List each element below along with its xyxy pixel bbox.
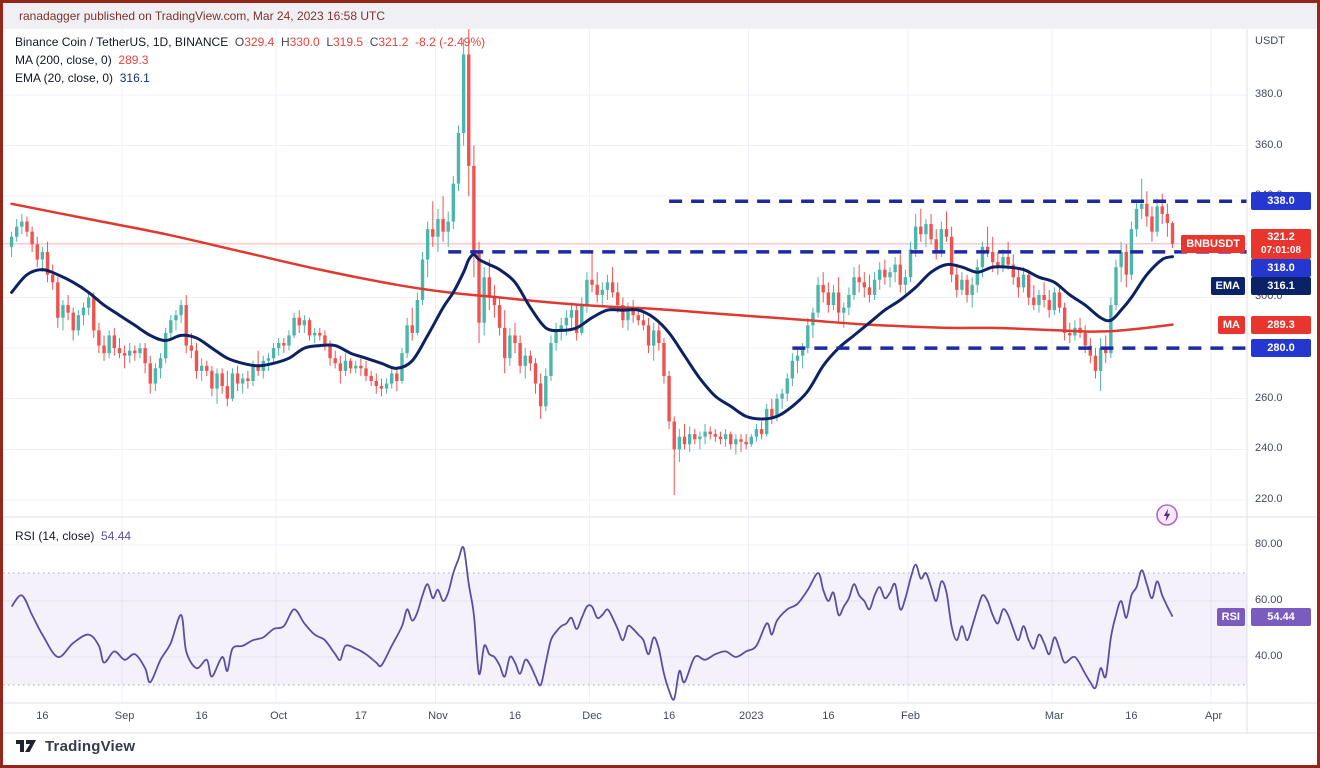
last-price-tag: 321.2 07:01:08 (1251, 228, 1311, 259)
attribution-text: ranadagger published on TradingView.com,… (19, 9, 386, 23)
level-318-tag: 318.0 (1251, 258, 1311, 277)
ma-name-tag: MA (1217, 315, 1245, 334)
time-label-Oct: Oct (270, 710, 288, 722)
time-label-Feb: Feb (901, 710, 920, 722)
ema-name-tag: EMA (1210, 276, 1245, 295)
time-label-Apr: Apr (1205, 710, 1223, 722)
legend: Binance Coin / TetherUS, 1D, BINANCE O32… (15, 34, 485, 88)
time-label-16: 16 (195, 710, 208, 722)
bar-countdown: 07:01:08 (1260, 244, 1302, 256)
ohlc-close-value: 321.2 (378, 35, 409, 49)
ohlc-close-label: C (369, 35, 379, 49)
rsi-legend: RSI (14, close) 54.44 (15, 529, 131, 543)
rsi-line (10, 546, 1174, 701)
rsi-band (3, 572, 1247, 686)
time-label-Dec: Dec (582, 710, 602, 722)
legend-symbol-row: Binance Coin / TetherUS, 1D, BINANCE O32… (15, 34, 485, 51)
rsi-value-tag: 54.44 (1251, 607, 1311, 626)
price-tick-380: 380.0 (1255, 88, 1283, 100)
tradingview-logo-text: TradingView (45, 737, 136, 755)
axis-currency: USDT (1255, 35, 1285, 47)
ma-value-tag: 289.3 (1251, 315, 1311, 334)
ema20-line (10, 252, 1174, 421)
symbol-tag: BNBUSDT (1181, 234, 1245, 253)
tradingview-glyph (16, 740, 36, 752)
rsi-tick-60: 60.00 (1255, 594, 1283, 606)
time-label-2023: 2023 (739, 710, 764, 722)
flash-icon[interactable] (1155, 503, 1179, 527)
ma-value: 289.3 (118, 53, 149, 67)
ema-label: EMA (20, close, 0) (15, 71, 114, 85)
rsi-tick-80: 80.00 (1255, 538, 1283, 550)
rsi-label: RSI (14, close) (15, 529, 95, 543)
time-axis[interactable]: 16 Sep 16 Oct 17 Nov 16 Dec 16 2023 16 Feb Mar 16 Apr (3, 710, 1247, 734)
price-tick-360: 360.0 (1255, 138, 1283, 151)
legend-ma-row: MA (200, close, 0) 289.3 (15, 52, 485, 69)
chart-main: Binance Coin / TetherUS, 1D, BINANCE O32… (3, 29, 1317, 765)
chart-canvas[interactable] (3, 29, 1317, 765)
candles-layer (9, 29, 1175, 495)
last-price-value: 321.2 (1267, 230, 1295, 243)
ohlc-low-value: 319.5 (333, 35, 364, 49)
ema-value: 316.1 (119, 71, 150, 85)
time-label-Nov: Nov (428, 710, 448, 722)
support-resistance-levels[interactable] (448, 199, 1247, 350)
time-label-Sep: Sep (114, 710, 135, 722)
symbol-title: Binance Coin / TetherUS, 1D, BINANCE (15, 35, 229, 49)
level-338-tag: 338.0 (1251, 192, 1311, 211)
price-tick-260: 260.0 (1255, 391, 1283, 404)
time-label-16: 16 (662, 710, 676, 722)
ohlc-change: -8.2 (-2.49%) (415, 35, 486, 49)
level-280-tag: 280.0 (1251, 339, 1311, 358)
tradingview-logo[interactable]: TradingView (15, 737, 135, 755)
time-label-17: 17 (354, 710, 367, 722)
ohlc-high-label: H (280, 35, 290, 49)
ema-value-tag: 316.1 (1251, 276, 1311, 295)
attribution-bar: ranadagger published on TradingView.com,… (3, 3, 1317, 29)
time-label-16: 16 (36, 710, 49, 722)
price-tick-240: 240.0 (1255, 442, 1283, 455)
rsi-name-tag: RSI (1216, 607, 1245, 626)
price-tick-220: 220.0 (1255, 492, 1283, 505)
legend-ema-row: EMA (20, close, 0) 316.1 (15, 70, 485, 87)
ma200-line (10, 202, 1174, 333)
time-label-Mar: Mar (1044, 710, 1064, 722)
ohlc-open-label: O (234, 35, 245, 49)
time-label-16: 16 (1125, 710, 1138, 722)
time-label-16: 16 (508, 710, 522, 722)
price-axis[interactable]: USDT380.0360.0340.0320.0300.0280.0260.02… (1247, 29, 1317, 733)
time-label-16: 16 (822, 710, 835, 722)
rsi-tick-40: 40.00 (1255, 650, 1283, 662)
ohlc-low-label: L (326, 35, 333, 49)
ma-label: MA (200, close, 0) (15, 53, 112, 67)
ohlc-high-value: 330.0 (289, 35, 320, 49)
rsi-value: 54.44 (101, 529, 132, 543)
ohlc-open-value: 329.4 (244, 35, 275, 49)
